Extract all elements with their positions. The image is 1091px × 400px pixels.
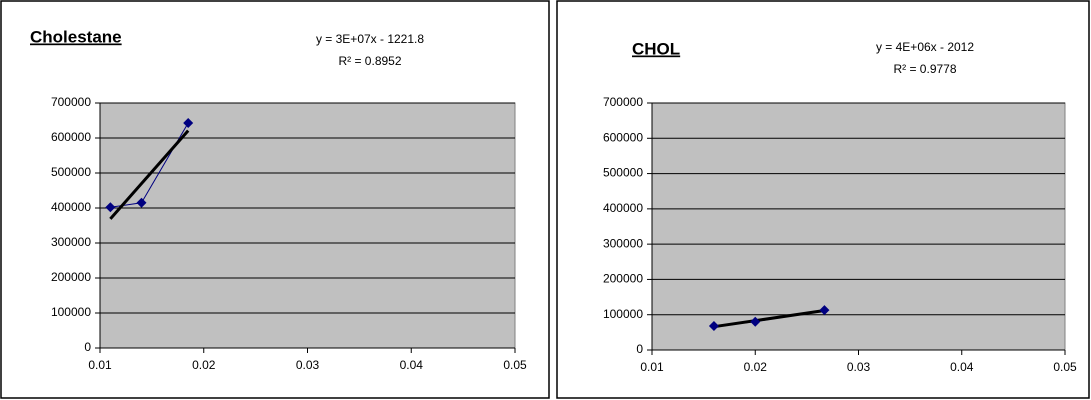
y-tick-label: 600000 bbox=[603, 130, 643, 144]
y-tick-label: 500000 bbox=[51, 165, 91, 179]
x-tick-label: 0.04 bbox=[950, 360, 974, 374]
marker bbox=[136, 197, 147, 208]
y-tick-label: 300000 bbox=[51, 235, 91, 249]
y-tick-label: 400000 bbox=[51, 200, 91, 214]
y-tick-label: 100000 bbox=[51, 305, 91, 319]
chart-title: CHOL bbox=[632, 39, 680, 58]
x-tick-label: 0.05 bbox=[1053, 360, 1077, 374]
annotation: y = 4E+06x - 2012 bbox=[876, 40, 974, 54]
x-tick-label: 0.05 bbox=[503, 358, 527, 372]
marker bbox=[708, 321, 719, 332]
y-tick-label: 200000 bbox=[603, 272, 643, 286]
trendline bbox=[713, 309, 825, 329]
plot-area bbox=[99, 102, 516, 349]
x-tick-label: 0.02 bbox=[192, 358, 216, 372]
x-tick-label: 0.04 bbox=[400, 358, 424, 372]
y-tick-label: 0 bbox=[84, 340, 91, 354]
x-tick-label: 0.02 bbox=[744, 360, 768, 374]
y-tick-label: 600000 bbox=[51, 130, 91, 144]
y-tick-label: 0 bbox=[636, 342, 643, 356]
annotation: R² = 0.9778 bbox=[893, 62, 956, 76]
x-tick-label: 0.03 bbox=[847, 360, 871, 374]
y-tick-label: 400000 bbox=[603, 201, 643, 215]
y-tick-label: 300000 bbox=[603, 236, 643, 250]
x-tick-label: 0.03 bbox=[296, 358, 320, 372]
y-tick-label: 100000 bbox=[603, 307, 643, 321]
x-tick-label: 0.01 bbox=[88, 358, 112, 372]
marker bbox=[819, 305, 830, 316]
plot-area bbox=[651, 102, 1066, 351]
marker bbox=[183, 117, 194, 128]
marker bbox=[750, 316, 761, 327]
x-tick-label: 0.01 bbox=[640, 360, 664, 374]
annotation: R² = 0.8952 bbox=[338, 54, 401, 68]
y-tick-label: 700000 bbox=[603, 95, 643, 109]
chart-title: Cholestane bbox=[30, 27, 122, 46]
y-tick-label: 500000 bbox=[603, 166, 643, 180]
marker bbox=[105, 202, 116, 213]
annotation: y = 3E+07x - 1221.8 bbox=[316, 32, 424, 46]
y-tick-label: 200000 bbox=[51, 270, 91, 284]
y-tick-label: 700000 bbox=[51, 95, 91, 109]
trendline bbox=[109, 129, 190, 220]
